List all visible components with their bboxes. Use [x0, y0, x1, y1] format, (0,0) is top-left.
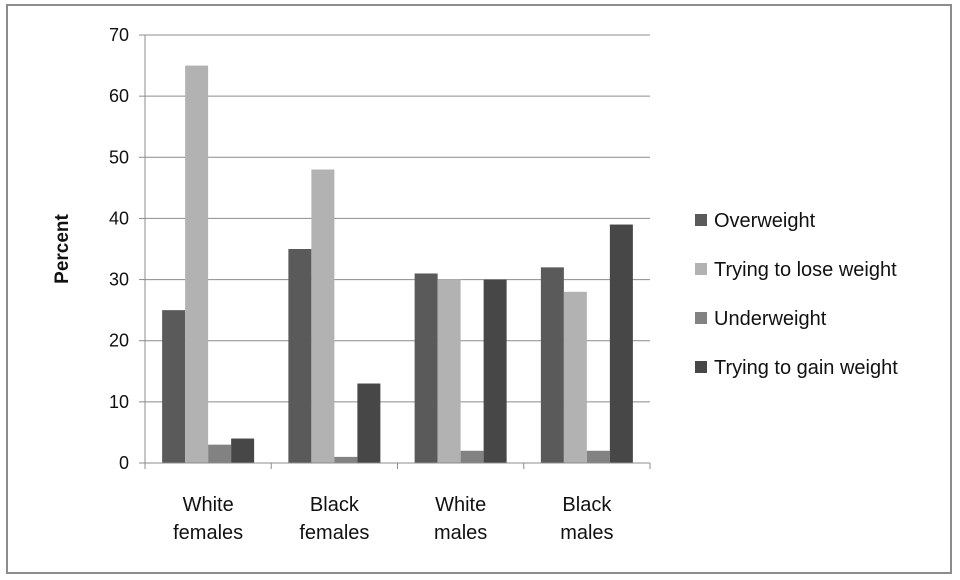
bar — [185, 65, 209, 464]
x-category-label: White males — [434, 494, 487, 544]
x-category-labels: White females Black females White males Black m… — [173, 494, 613, 544]
y-axis-title: Percent — [52, 213, 73, 283]
y-tick-label: 60 — [109, 86, 129, 106]
bar — [609, 224, 633, 463]
legend-swatch — [695, 263, 707, 275]
axes — [139, 34, 651, 469]
bar — [334, 456, 358, 463]
x-category-label: Black males — [560, 494, 613, 544]
y-tick-label: 10 — [109, 392, 129, 412]
bar — [540, 267, 564, 463]
bar — [311, 169, 335, 463]
bar — [437, 279, 461, 463]
y-tick-label: 30 — [109, 270, 129, 290]
legend-label: Trying to gain weight — [714, 357, 898, 379]
bars — [162, 65, 633, 464]
bar — [231, 438, 255, 463]
y-tick-label: 20 — [109, 331, 129, 351]
bar — [483, 279, 507, 463]
bar — [288, 249, 312, 463]
bar — [586, 450, 610, 463]
bar — [208, 444, 232, 463]
x-category-label: Black females — [299, 494, 369, 544]
bar — [357, 383, 381, 463]
legend-label: Trying to lose weight — [714, 259, 897, 281]
x-category-label: White females — [173, 494, 243, 544]
legend-swatch — [695, 312, 707, 324]
bar — [460, 450, 484, 463]
chart-frame — [6, 4, 952, 574]
y-tick-label: 70 — [109, 25, 129, 45]
bar — [162, 310, 186, 463]
legend: Overweight Trying to lose weight Underweig… — [695, 210, 898, 379]
bar — [563, 291, 587, 463]
y-tick-label: 50 — [109, 147, 129, 167]
legend-label: Underweight — [714, 308, 827, 330]
y-tick-label: 40 — [109, 208, 129, 228]
legend-swatch — [695, 214, 707, 226]
y-tick-label: 0 — [119, 453, 129, 473]
legend-swatch — [695, 361, 707, 373]
bar — [414, 273, 438, 463]
y-tick-labels: 0 10 20 30 40 50 60 70 — [109, 25, 129, 473]
legend-label: Overweight — [714, 210, 816, 232]
